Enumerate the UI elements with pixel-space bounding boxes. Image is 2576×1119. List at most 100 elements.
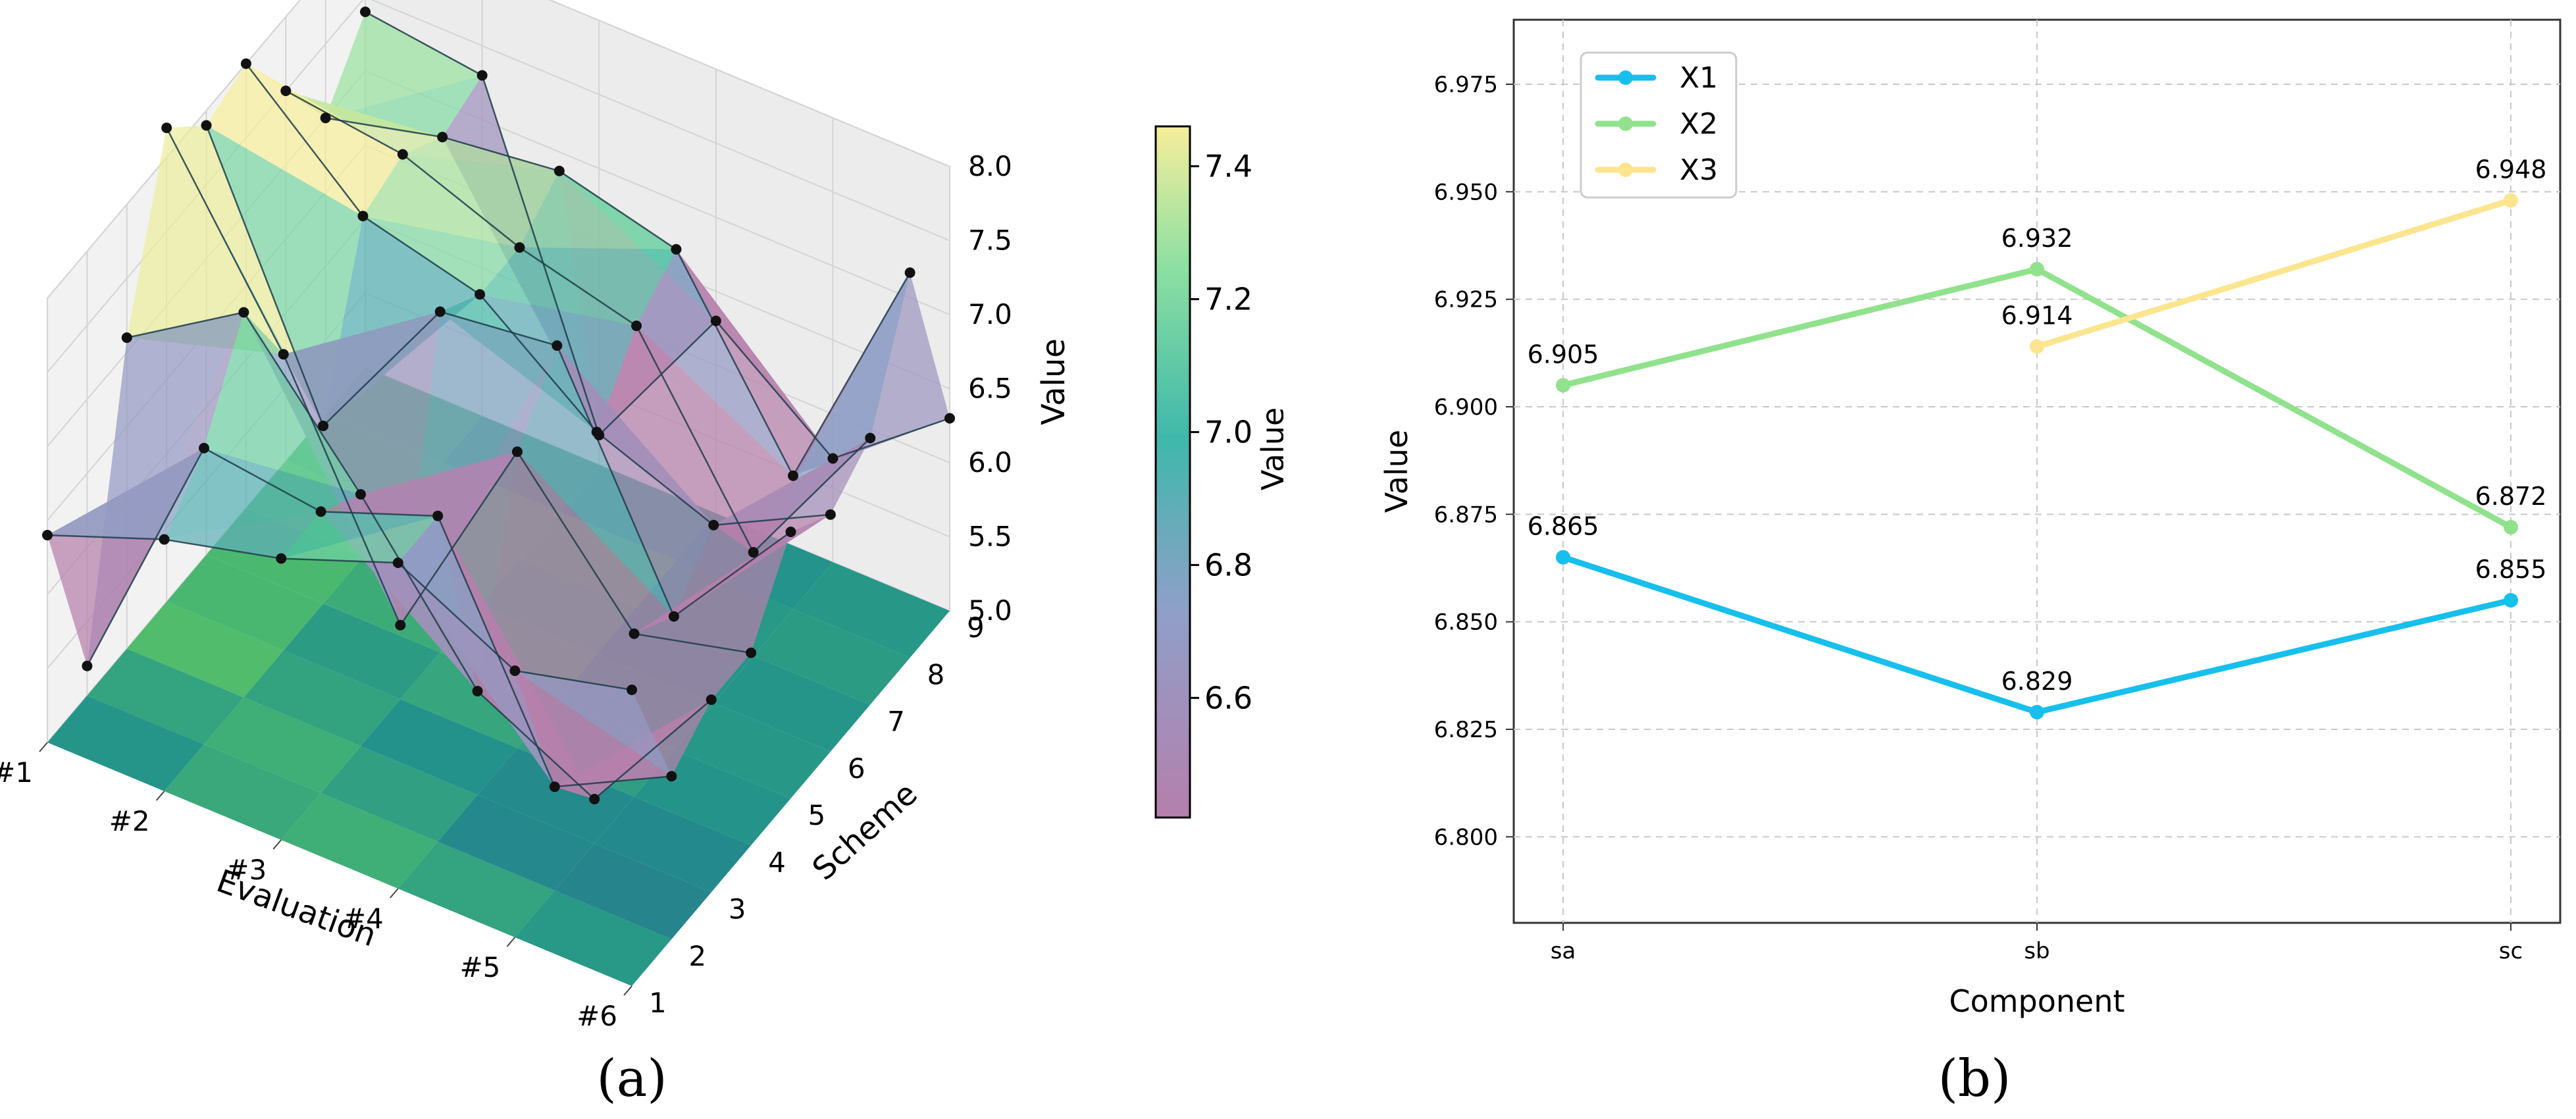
series-line-x2	[1560, 266, 2514, 531]
surface-facet	[164, 511, 321, 559]
surface-facet	[557, 346, 714, 617]
surface-facet	[676, 249, 833, 476]
z-tick-label: 7.5	[968, 224, 1012, 257]
y-tick-label: 6	[848, 752, 865, 785]
data-point	[594, 430, 605, 440]
surface-facet	[517, 346, 674, 617]
surface-facet	[636, 249, 793, 476]
floor-cell	[87, 648, 244, 744]
z-tick-label: 6.5	[968, 373, 1012, 405]
data-point	[509, 665, 521, 676]
data-point	[668, 611, 679, 622]
data-point	[161, 122, 172, 134]
floor-cell	[438, 794, 595, 891]
data-point	[42, 530, 53, 540]
surface-facet	[47, 448, 204, 540]
floor-cell	[673, 702, 831, 798]
surface	[47, 11, 950, 800]
surface-facet	[164, 448, 321, 540]
data-point	[1556, 378, 1570, 393]
data-point	[434, 306, 446, 317]
data-point	[629, 628, 640, 639]
colorbar-tick-label: 7.0	[1204, 414, 1252, 450]
surface-facet	[363, 216, 520, 295]
floor-cell	[594, 796, 752, 893]
data-point	[475, 289, 486, 300]
surface-facet	[438, 515, 595, 799]
surface-facet	[636, 326, 793, 552]
data-point	[280, 86, 292, 96]
data-point	[785, 527, 796, 537]
y-tick-label: 6.875	[1434, 502, 1498, 528]
legend-label: X2	[1680, 107, 1718, 141]
series-line	[285, 90, 871, 554]
x-tick-mark	[623, 985, 632, 996]
colorbar-label: Value	[1255, 407, 1283, 490]
data-point	[708, 519, 719, 531]
data-point	[357, 211, 369, 222]
data-point	[748, 547, 759, 558]
surface-facet	[519, 247, 677, 326]
data-label: 6.948	[2475, 155, 2547, 184]
data-label: 6.905	[1528, 340, 1599, 369]
surface-facet	[477, 452, 634, 691]
floor-cell	[164, 744, 321, 840]
series-line	[365, 11, 950, 459]
series-line-x1	[1560, 554, 2514, 716]
x-tick-mark	[272, 839, 282, 850]
x-tick-mark	[390, 888, 399, 898]
floor-cell	[244, 650, 401, 746]
floor-cell	[283, 604, 440, 700]
data-point	[392, 558, 403, 568]
data-label: 6.872	[2475, 482, 2547, 511]
floor-cell	[126, 602, 284, 698]
x-tick-label: sb	[2024, 938, 2049, 964]
y-tick-label: 4	[768, 846, 786, 878]
data-point	[904, 267, 915, 278]
panel-label-a: (a)	[596, 1049, 667, 1108]
z-tick-label: 5.0	[968, 594, 1012, 627]
data-point	[315, 506, 326, 517]
data-point	[944, 413, 955, 424]
data-point	[827, 453, 838, 464]
grid	[1514, 20, 2560, 923]
surface-facet	[519, 170, 677, 249]
data-point	[355, 489, 366, 500]
series-line	[245, 63, 831, 527]
surface-facet	[286, 91, 443, 155]
data-point	[2504, 593, 2518, 608]
data-point	[865, 432, 876, 444]
colorbar-tick-label: 6.8	[1204, 547, 1252, 583]
z-tick-label: 8.0	[968, 150, 1012, 182]
data-point	[710, 315, 721, 326]
x-axis-label: Component	[1949, 983, 2125, 1019]
data-point	[395, 619, 406, 631]
data-point	[2030, 261, 2044, 276]
data-point	[825, 509, 836, 520]
surface-facet	[206, 63, 363, 217]
data-point	[2030, 704, 2044, 719]
data-point	[320, 113, 331, 124]
data-point	[554, 165, 565, 176]
data-label: 6.914	[2001, 301, 2073, 330]
series-line	[325, 117, 911, 478]
floor-cell	[753, 609, 910, 705]
surface-facet	[204, 312, 361, 494]
series-line-x3	[2034, 197, 2514, 350]
data-point	[360, 7, 371, 17]
surface-facet	[480, 247, 636, 326]
data-point	[432, 510, 444, 521]
data-point	[746, 647, 757, 658]
data-point	[397, 149, 408, 160]
data-point	[318, 421, 329, 431]
y-tick-label: 6.950	[1434, 179, 1498, 205]
floor-cell	[281, 793, 438, 889]
surface-facet	[398, 563, 555, 787]
y-tick-label: 6.975	[1434, 72, 1498, 98]
series-line	[165, 127, 752, 654]
data-point	[198, 442, 209, 454]
floor-cell	[477, 748, 634, 844]
floor-cell	[554, 843, 711, 939]
floor-cell	[713, 656, 871, 752]
surface-facet	[281, 511, 438, 559]
